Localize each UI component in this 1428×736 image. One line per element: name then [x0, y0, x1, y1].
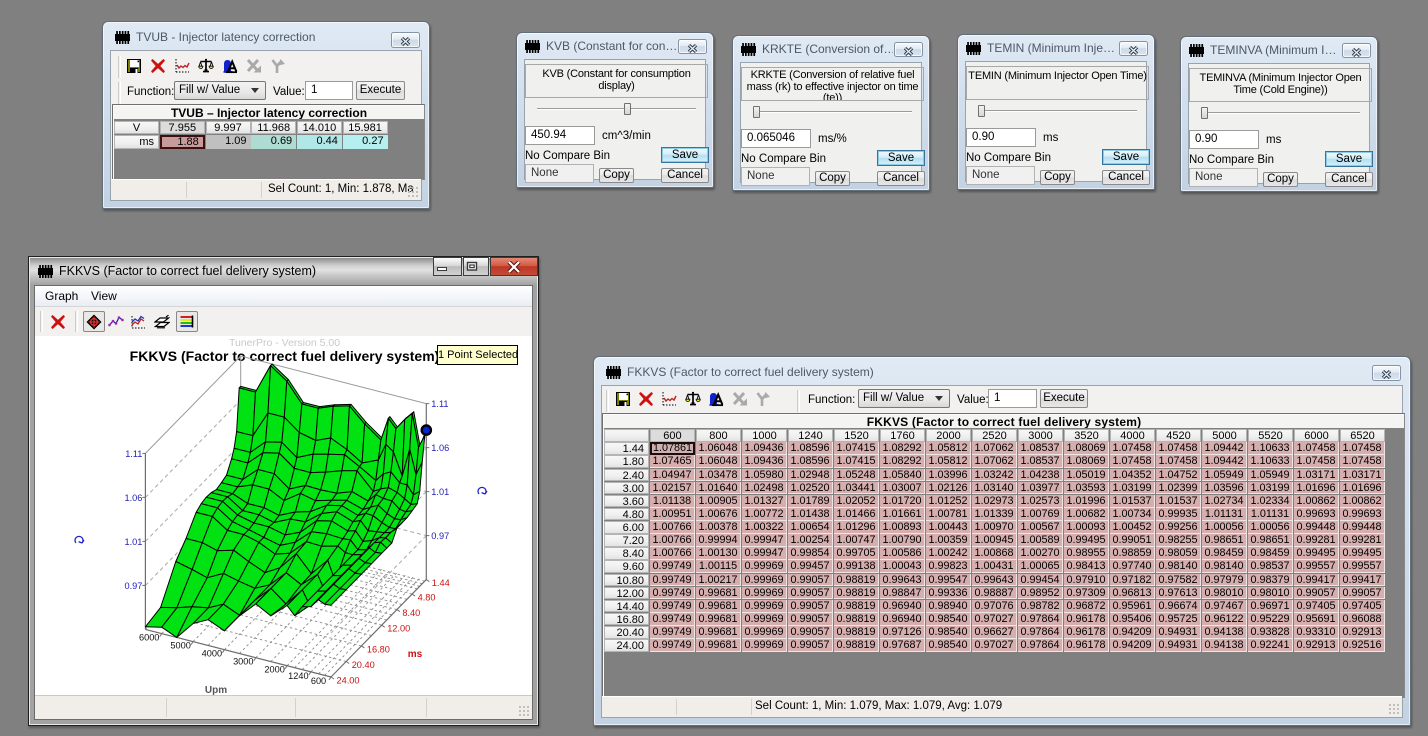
svg-text:16.80: 16.80: [367, 644, 390, 654]
svg-text:1.06: 1.06: [431, 443, 449, 453]
svg-text:24.00: 24.00: [337, 676, 360, 686]
svg-text:1.01: 1.01: [431, 487, 449, 497]
svg-text:4.80: 4.80: [418, 593, 436, 603]
svg-text:12.00: 12.00: [387, 624, 410, 634]
svg-text:0.97: 0.97: [431, 531, 449, 541]
svg-text:1.11: 1.11: [125, 449, 142, 459]
svg-text:3000: 3000: [233, 657, 253, 667]
svg-text:5000: 5000: [170, 641, 190, 651]
svg-text:Upm: Upm: [205, 685, 227, 696]
svg-text:2000: 2000: [264, 665, 284, 675]
svg-text:1.44: 1.44: [432, 578, 450, 588]
svg-text:1.11: 1.11: [431, 399, 448, 409]
svg-text:8.40: 8.40: [402, 608, 420, 618]
svg-text:ms: ms: [408, 649, 423, 660]
svg-text:600: 600: [311, 676, 326, 686]
svg-text:4000: 4000: [202, 649, 222, 659]
svg-text:20.40: 20.40: [352, 660, 375, 670]
svg-text:1240: 1240: [288, 671, 308, 681]
svg-text:1.06: 1.06: [125, 493, 143, 503]
svg-text:0.97: 0.97: [125, 581, 143, 591]
svg-text:6000: 6000: [139, 633, 159, 643]
svg-text:1.01: 1.01: [125, 537, 143, 547]
